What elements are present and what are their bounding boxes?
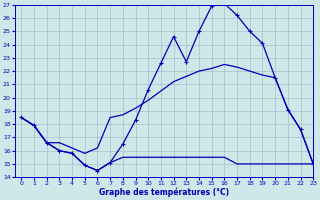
X-axis label: Graphe des températures (°C): Graphe des températures (°C) <box>99 188 229 197</box>
